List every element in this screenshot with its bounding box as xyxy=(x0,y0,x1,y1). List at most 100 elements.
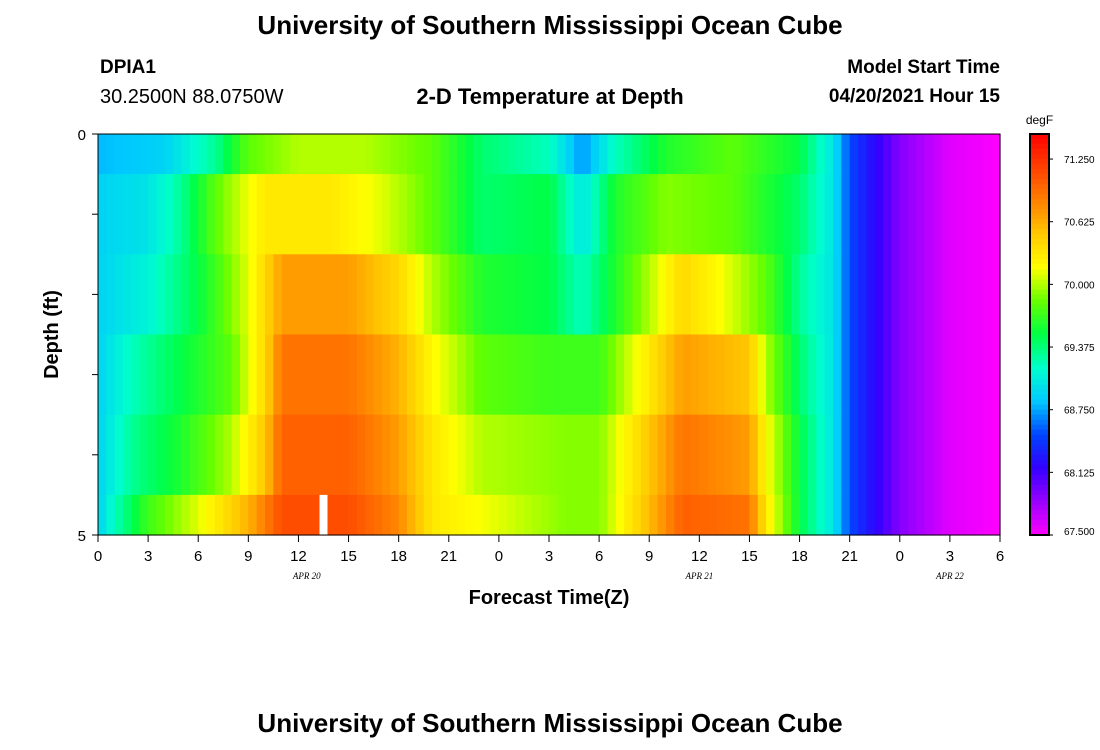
colorbar-segment xyxy=(1030,249,1049,255)
heatmap-cell xyxy=(799,134,809,175)
heatmap-cell xyxy=(624,174,634,255)
heatmap-cell xyxy=(799,254,809,336)
heatmap-cell xyxy=(774,134,784,175)
colorbar-segment xyxy=(1030,339,1049,346)
heatmap-cell xyxy=(498,334,508,416)
heatmap-cell xyxy=(457,494,467,536)
heatmap-cell xyxy=(741,134,751,175)
heatmap-cell xyxy=(983,334,993,416)
heatmap-cell xyxy=(407,174,416,255)
heatmap-cell xyxy=(757,414,767,496)
colorbar-segment xyxy=(1030,444,1049,451)
heatmap-cell xyxy=(290,174,300,255)
heatmap-cell xyxy=(582,254,592,336)
heatmap-cell xyxy=(707,174,717,255)
heatmap-cell xyxy=(532,414,542,496)
heatmap-cell xyxy=(924,174,934,255)
heatmap-cell xyxy=(916,414,926,496)
heatmap-cell xyxy=(749,334,759,416)
heatmap-cell xyxy=(707,254,717,336)
heatmap-cell xyxy=(398,134,408,175)
heatmap-cell xyxy=(331,174,341,255)
heatmap-cell xyxy=(657,414,667,496)
heatmap-cell xyxy=(290,334,300,416)
heatmap-cell xyxy=(473,134,483,175)
heatmap-cell xyxy=(331,414,341,496)
heatmap-cell xyxy=(832,414,842,496)
date-label: APR 20 xyxy=(292,571,321,581)
model-start-label: Model Start Time xyxy=(847,57,1000,78)
heatmap-cell xyxy=(540,334,550,416)
heatmap-cell xyxy=(590,494,600,536)
heatmap-cell xyxy=(448,334,458,416)
heatmap-cell xyxy=(457,414,467,496)
heatmap-cell xyxy=(148,334,158,416)
heatmap-cell xyxy=(991,334,1001,416)
heatmap-cell xyxy=(365,414,375,496)
heatmap-cell xyxy=(640,254,650,336)
colorbar-segment xyxy=(1030,154,1049,160)
heatmap-cell xyxy=(498,254,508,336)
heatmap-cell xyxy=(164,134,174,175)
heatmap-cell xyxy=(574,134,584,175)
heatmap-cell xyxy=(741,334,751,416)
heatmap-cell xyxy=(991,174,1001,255)
colorbar-segment xyxy=(1030,424,1049,431)
heatmap-cell xyxy=(816,494,826,536)
heatmap-cell xyxy=(949,254,959,336)
heatmap-cell xyxy=(231,254,241,336)
heatmap-cell xyxy=(883,174,893,255)
heatmap-cell xyxy=(98,494,107,536)
heatmap-cell xyxy=(716,414,725,496)
heatmap-cell xyxy=(690,134,700,175)
heatmap-cell xyxy=(807,334,817,416)
colorbar-segment xyxy=(1030,524,1049,531)
heatmap-cell xyxy=(256,334,266,416)
heatmap-cell xyxy=(615,134,625,175)
heatmap-cell xyxy=(306,414,316,496)
heatmap-cell xyxy=(732,494,742,536)
heatmap-cell xyxy=(941,334,951,416)
heatmap-cell xyxy=(874,134,884,175)
heatmap-cell xyxy=(557,254,567,336)
colorbar-segment xyxy=(1030,214,1049,220)
heatmap-cell xyxy=(958,174,968,255)
colorbar-segment xyxy=(1030,224,1049,230)
heatmap-cell xyxy=(690,174,700,255)
heatmap-cell xyxy=(181,414,191,496)
heatmap-cell xyxy=(883,414,893,496)
heatmap-cell xyxy=(690,334,700,416)
y-tick-label: 0 xyxy=(78,127,86,144)
heatmap-cell xyxy=(732,334,742,416)
heatmap-cell xyxy=(858,494,867,536)
heatmap-cell xyxy=(164,174,174,255)
heatmap-cell xyxy=(398,334,408,416)
colorbar-segment xyxy=(1030,204,1049,210)
heatmap-cell xyxy=(407,334,416,416)
heatmap-cell xyxy=(749,254,759,336)
heatmap-cell xyxy=(599,174,609,255)
heatmap-cell xyxy=(891,174,901,255)
heatmap-cell xyxy=(966,494,976,536)
heatmap-cell xyxy=(782,334,792,416)
colorbar-segment xyxy=(1030,529,1049,536)
heatmap-cell xyxy=(574,414,584,496)
heatmap-cell xyxy=(807,174,817,255)
heatmap-cell xyxy=(908,254,918,336)
colorbar-segment xyxy=(1030,209,1049,215)
colorbar-segment xyxy=(1030,319,1049,326)
heatmap-cell xyxy=(106,134,116,175)
heatmap-cell xyxy=(749,414,759,496)
heatmap-cell xyxy=(849,494,859,536)
heatmap-cell xyxy=(248,494,258,536)
colorbar-segment xyxy=(1030,139,1049,145)
heatmap-cell xyxy=(699,334,709,416)
heatmap-cell xyxy=(582,334,592,416)
heatmap-cell xyxy=(983,174,993,255)
colorbar-segment xyxy=(1030,414,1049,421)
heatmap-cell xyxy=(674,254,684,336)
heatmap-cell xyxy=(966,254,976,336)
heatmap-cell xyxy=(523,334,533,416)
heatmap-cell xyxy=(699,494,709,536)
heatmap-cell xyxy=(473,254,483,336)
